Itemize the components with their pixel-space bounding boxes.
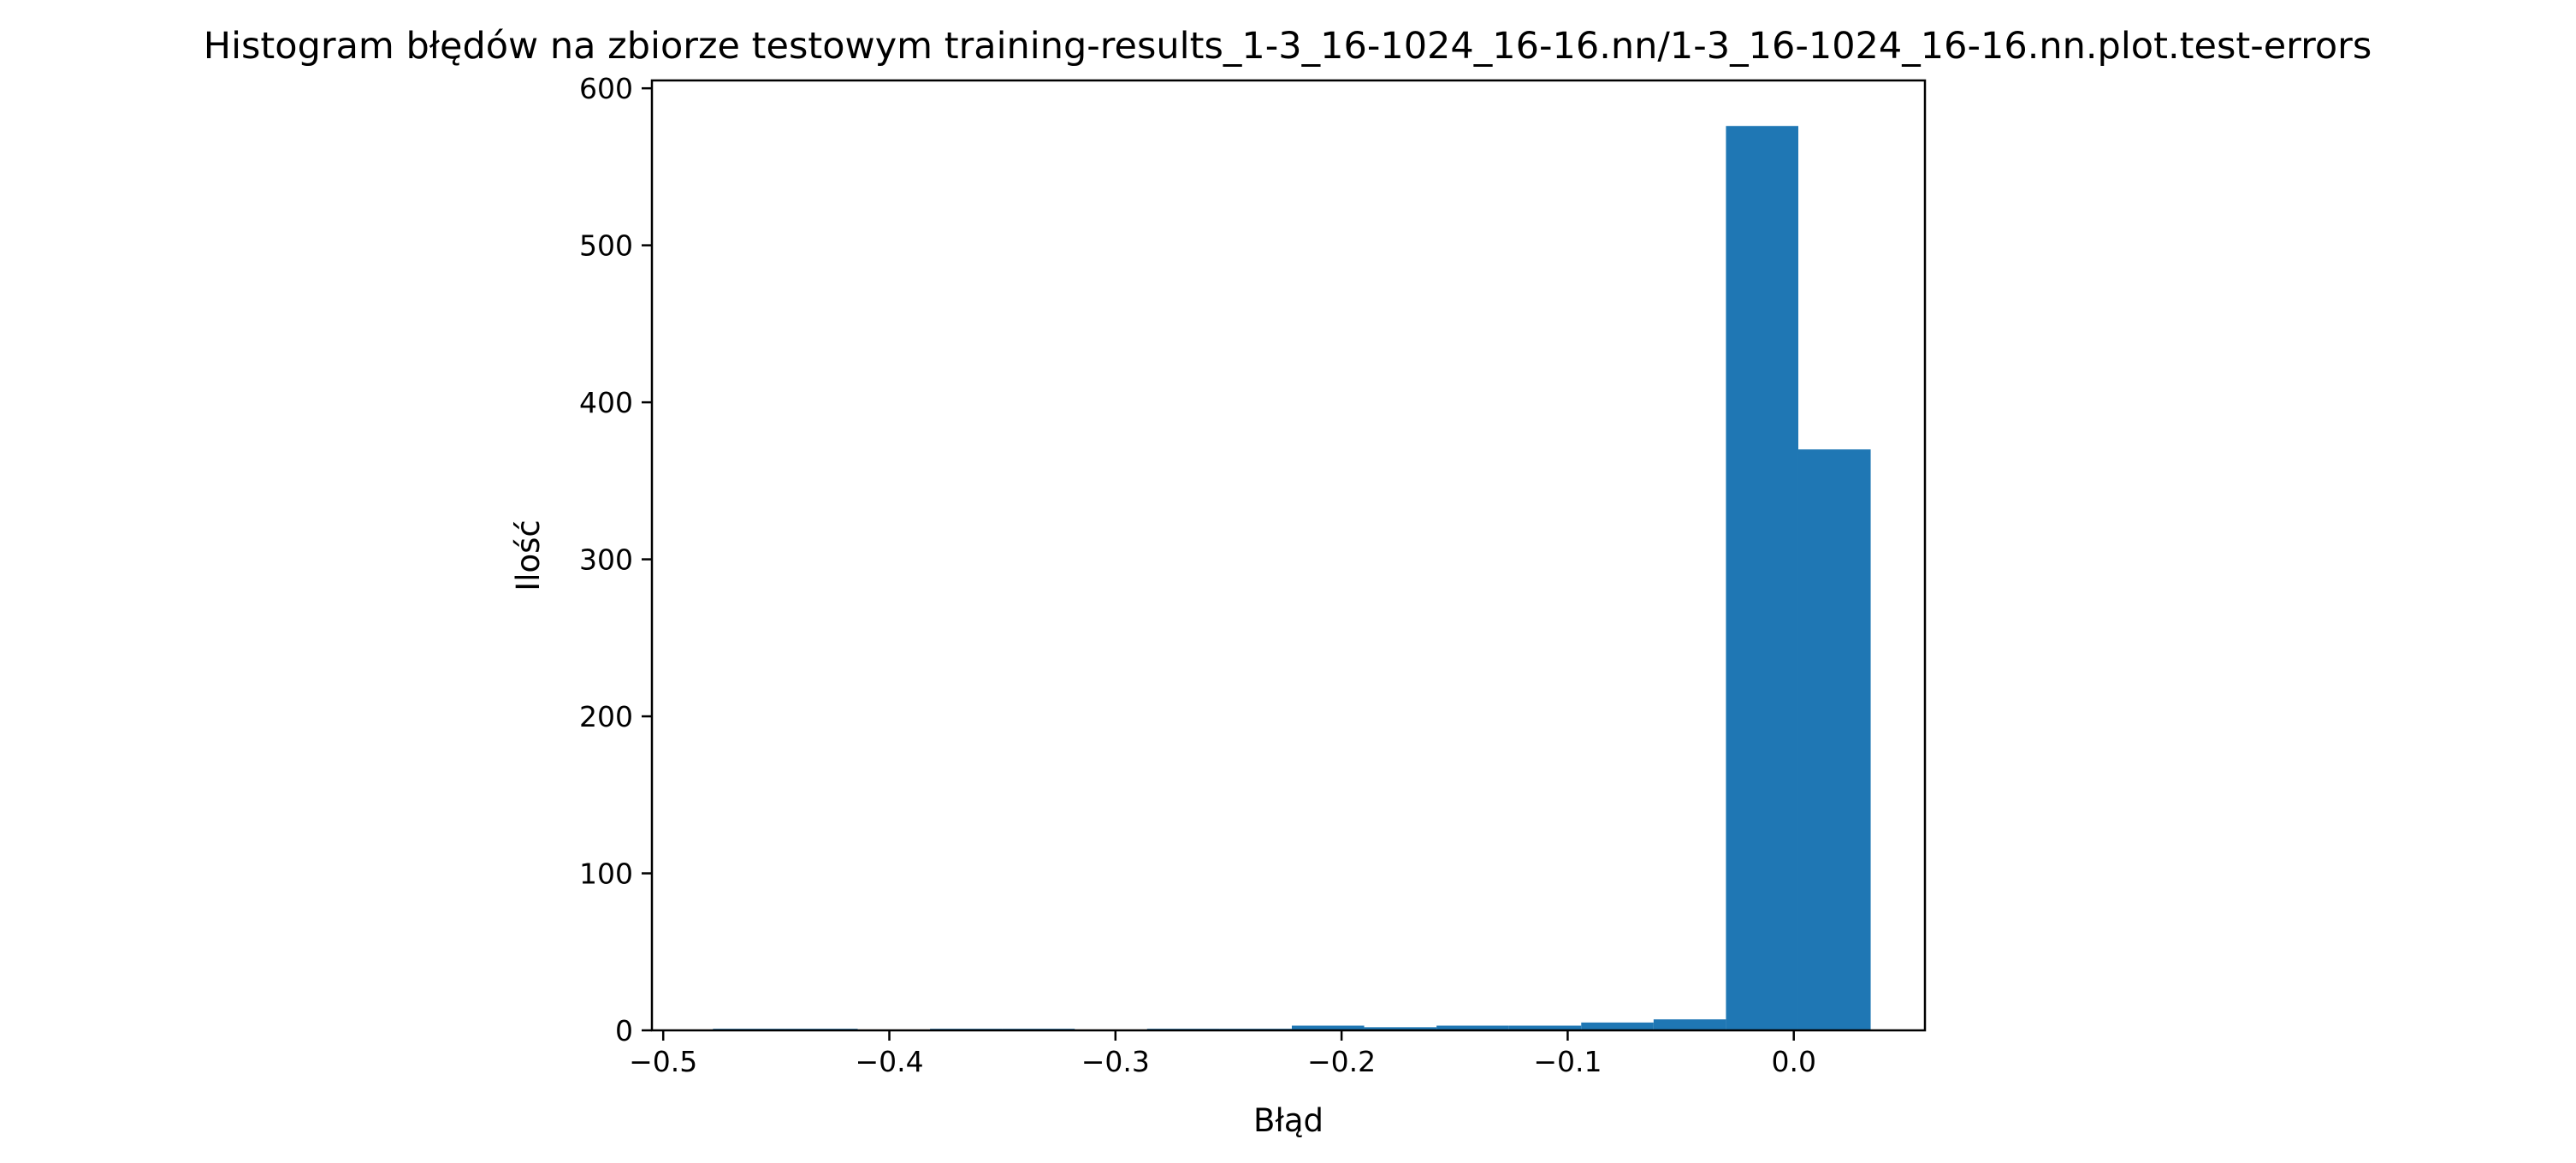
histogram-bar-12	[1581, 1022, 1654, 1030]
x-tick-label: 0.0	[1771, 1045, 1815, 1078]
x-axis: −0.5 −0.4 −0.3 −0.2 −0.1 0.0	[629, 1030, 1816, 1078]
chart-title: Histogram błędów na zbiorze testowym tra…	[204, 25, 2372, 68]
y-tick-label: 400	[579, 386, 633, 419]
y-tick-label: 500	[579, 229, 633, 263]
histogram-bar-13	[1653, 1019, 1726, 1030]
y-tick-label: 200	[579, 700, 633, 733]
histogram-bar-11	[1508, 1025, 1582, 1030]
histogram-bar-8	[1291, 1025, 1365, 1030]
histogram-bar-10	[1436, 1025, 1509, 1030]
x-tick-label: −0.4	[855, 1045, 923, 1078]
y-tick-label: 0	[615, 1014, 633, 1047]
x-tick-label: −0.3	[1081, 1045, 1150, 1078]
histogram-bar-15	[1797, 449, 1871, 1030]
x-tick-label: −0.1	[1533, 1045, 1602, 1078]
bars-group	[713, 126, 1871, 1031]
y-tick-label: 300	[579, 543, 633, 577]
y-tick-label: 100	[579, 857, 633, 891]
histogram-bar-14	[1726, 126, 1798, 1031]
y-axis-label: Ilość	[510, 519, 547, 590]
x-axis-label: Błąd	[1253, 1102, 1324, 1139]
y-axis: 0 100 200 300 400 500 600	[579, 72, 652, 1047]
histogram-bar-9	[1364, 1027, 1437, 1030]
x-tick-label: −0.5	[629, 1045, 697, 1078]
x-tick-label: −0.2	[1307, 1045, 1376, 1078]
plot-frame	[650, 79, 1927, 1032]
y-tick-label: 600	[579, 72, 633, 105]
